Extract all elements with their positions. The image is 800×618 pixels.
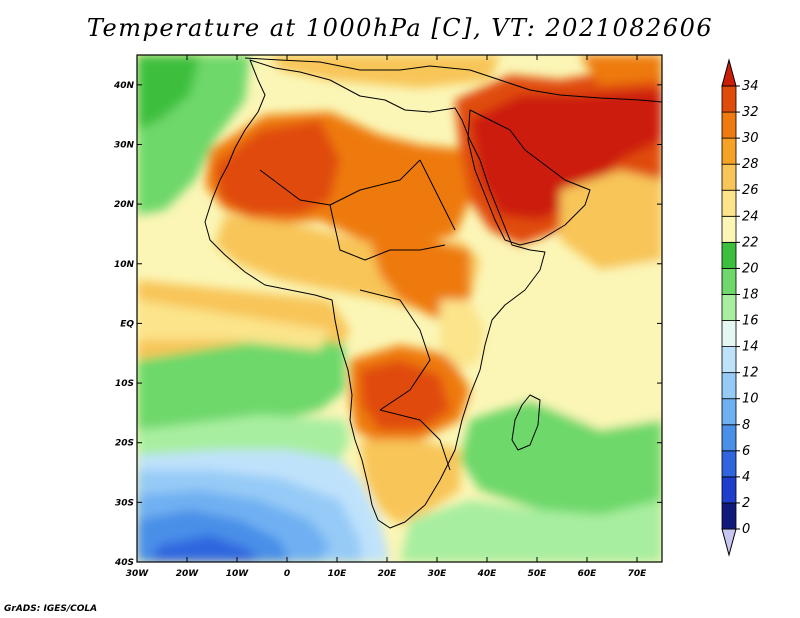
coastline-outline [204,57,662,529]
lon-tick-label: 70E [628,569,648,579]
colorbar-segment [721,294,737,321]
colorbar-label: 6 [742,444,750,459]
map-title: Temperature at 1000hPa [C], VT: 20210826… [86,14,714,42]
colorbar-label: 26 [742,183,759,198]
colorbar-label: 8 [742,418,750,433]
lon-tick-label: 20W [176,569,200,579]
colorbar-label: 4 [742,470,750,485]
colorbar-label: 0 [742,522,750,537]
map-frame [136,54,663,563]
lat-tick-label: 10S [115,379,134,389]
colorbar-label: 18 [742,287,759,302]
colorbar-segment [721,424,737,452]
lat-tick-label: 40N [113,81,135,91]
colorbar-label: 12 [742,366,759,381]
colorbar-label: 2 [742,496,750,511]
lon-tick-label: 20E [378,569,398,579]
colorbar-segment [721,476,737,504]
colorbar-segment [721,137,737,165]
lat-tick-label: 20N [114,200,135,210]
colorbar-segment [721,189,737,217]
colorbar-label: 24 [742,209,759,224]
colorbar-segment [721,111,737,139]
lat-tick-label: 20S [115,439,134,449]
colorbar-segment [721,241,737,269]
lat-tick-label: 40S [114,558,134,568]
lon-tick-label: 40E [477,569,498,579]
lon-tick-label: 10E [328,569,348,579]
lon-tick-label: 0 [284,569,290,579]
colorbar-segment [721,215,737,243]
colorbar-segment [721,268,737,295]
colorbar-segment [721,450,737,478]
longitude-axis: 30W 20W 10W 0 10E 20E 30E 40E 50E 60E 70E [126,55,647,579]
colorbar-segment [721,398,737,426]
lat-tick-label: EQ [120,319,134,329]
latitude-axis: 40N 30N 20N 10N EQ 10S 20S 30S 40S [113,81,662,568]
lon-tick-label: 60E [578,569,598,579]
colorbar-segment [721,372,737,400]
colorbar-label: 30 [742,131,759,146]
colorbar-segment [721,346,737,374]
colorbar-segment [721,163,737,191]
colorbar-label: 16 [742,314,759,329]
lon-tick-label: 30E [428,569,448,579]
colorbar-segment [721,502,737,530]
colorbar-segment [721,85,737,113]
colorbar-under-triangle [721,528,737,557]
colorbar-label: 10 [742,392,759,407]
colorbar-label: 28 [742,157,759,172]
temperature-field [137,55,662,562]
lat-tick-label: 10N [114,260,135,270]
lat-tick-label: 30S [115,498,134,508]
lat-tick-label: 30N [114,140,135,150]
colorbar-over-triangle [721,58,737,87]
colorbar-label: 34 [742,79,759,94]
colorbar-label: 20 [742,261,759,276]
grads-credit: GrADS: IGES/COLA [4,604,98,614]
colorbar-segment [721,320,737,347]
colorbar-label: 14 [742,340,759,355]
colorbar-label: 32 [742,105,759,120]
lon-tick-label: 30W [126,569,150,579]
colorbar-label: 22 [742,235,759,250]
lon-tick-label: 50E [528,569,548,579]
lon-tick-label: 10W [226,569,250,579]
